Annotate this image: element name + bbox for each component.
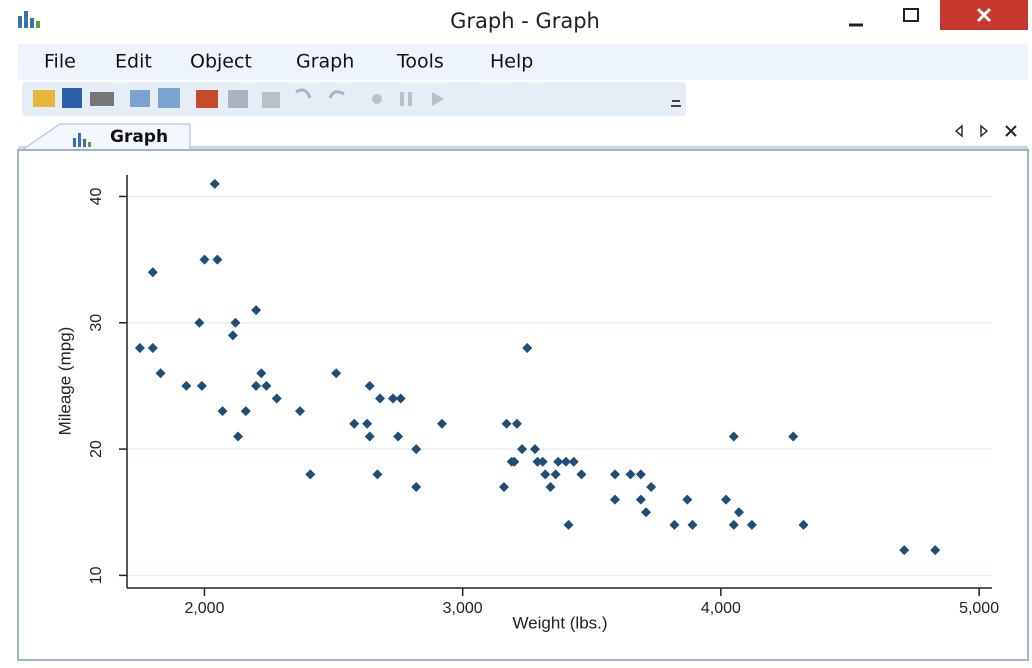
menu-item[interactable]: Tools xyxy=(396,51,444,73)
toolbar xyxy=(22,82,686,116)
x-tick-label: 2,000 xyxy=(184,600,224,617)
menu-item[interactable]: File xyxy=(44,51,76,73)
y-axis-title: Mileage (mpg) xyxy=(55,327,74,436)
window: Graph - Graph File Edit Object Graph Tools He… xyxy=(0,0,1032,664)
y-tick-label: 30 xyxy=(88,314,105,332)
x-tick-label: 5,000 xyxy=(959,600,999,617)
menu-item[interactable]: Object xyxy=(190,51,252,73)
menu-item[interactable]: Graph xyxy=(296,51,354,73)
y-tick-label: 40 xyxy=(88,187,105,205)
menu-item[interactable]: Edit xyxy=(115,51,152,73)
x-axis-title: Weight (lbs.) xyxy=(512,613,607,632)
tab-label[interactable]: Graph xyxy=(110,127,168,147)
plot-area xyxy=(127,175,992,588)
close-button[interactable] xyxy=(940,0,1028,30)
y-tick-label: 10 xyxy=(88,566,105,584)
window-title: Graph - Graph xyxy=(450,9,600,33)
y-tick-label: 20 xyxy=(88,440,105,458)
menu-item[interactable]: Help xyxy=(490,51,533,73)
x-tick-label: 3,000 xyxy=(443,600,483,617)
x-tick-label: 4,000 xyxy=(701,600,741,617)
